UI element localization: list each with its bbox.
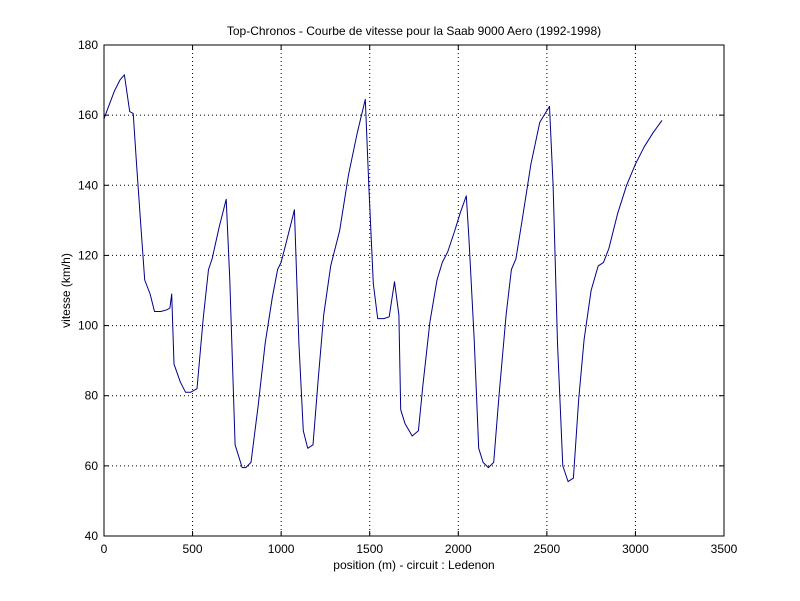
data-layer <box>103 74 663 483</box>
x-tick-label: 1000 <box>268 542 295 556</box>
plot-frame <box>103 44 725 537</box>
y-tick-label: 40 <box>85 529 99 543</box>
x-axis-label: position (m) - circuit : Ledenon <box>333 558 494 572</box>
x-tick-label: 3500 <box>711 542 738 556</box>
x-tick-label: 0 <box>101 542 108 556</box>
y-tick-label: 140 <box>78 178 98 192</box>
ticks: 0 500 1000 1500 2000 2500 3000 3500 40 60 80 100 120… <box>78 38 738 556</box>
x-tick-label: 500 <box>183 542 203 556</box>
speed-series-line <box>103 74 663 483</box>
y-axis-label: vitesse (km/h) <box>59 253 73 328</box>
y-tick-label: 80 <box>85 389 99 403</box>
y-tick-label: 120 <box>78 248 98 262</box>
x-tick-label: 2500 <box>534 542 561 556</box>
x-tick-label: 3000 <box>622 542 649 556</box>
chart-title: Top-Chronos - Courbe de vitesse pour la … <box>227 24 601 38</box>
y-tick-label: 180 <box>78 38 98 52</box>
grid-lines <box>104 45 724 536</box>
y-tick-label: 60 <box>85 459 99 473</box>
x-tick-label: 2000 <box>445 542 472 556</box>
y-tick-label: 100 <box>78 319 98 333</box>
x-tick-label: 1500 <box>356 542 383 556</box>
y-tick-label: 160 <box>78 108 98 122</box>
